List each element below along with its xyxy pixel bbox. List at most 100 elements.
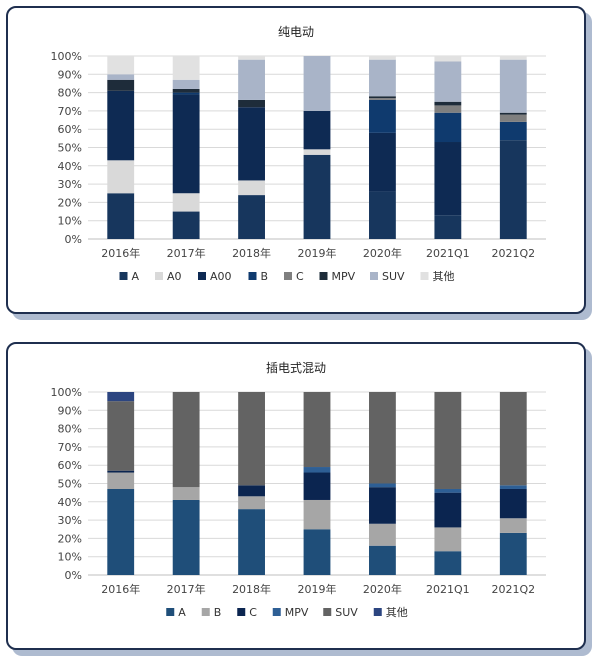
- bar-segment-2: [172, 487, 200, 500]
- bar-segment-1: [107, 488, 135, 575]
- bar-segment-1: [434, 551, 462, 575]
- bar-segment-2: [303, 149, 331, 155]
- y-tick-label: 40%: [58, 496, 82, 509]
- legend-swatch: [155, 272, 163, 280]
- x-tick-label: 2019年: [298, 246, 337, 260]
- y-tick-label: 10%: [58, 215, 82, 228]
- bar-segment-1: [499, 140, 527, 239]
- x-tick-label: 2016年: [101, 246, 140, 260]
- legend-swatch: [248, 272, 257, 280]
- legend-label: 其他: [386, 606, 408, 619]
- bar-segment-8: [434, 56, 462, 62]
- legend-swatch: [201, 608, 210, 616]
- x-tick-label: 2016年: [101, 582, 140, 596]
- legend-label: A0: [167, 270, 182, 283]
- x-tick-label: 2021Q1: [426, 247, 470, 260]
- bar-segment-3: [107, 90, 135, 161]
- bar-segment-8: [238, 56, 265, 60]
- bar-segment-1: [172, 211, 200, 239]
- bar-segment-6: [369, 96, 396, 99]
- bev-chart: 纯电动 0% 10% 20% 30% 40% 50% 60% 70% 80% 90% 100% 2016…: [51, 25, 546, 283]
- bar-segment-1: [369, 191, 396, 239]
- bar-segment-2: [107, 472, 135, 489]
- y-tick-label: 70%: [58, 441, 82, 454]
- bar-segment-1: [107, 193, 135, 239]
- bar-segment-1: [369, 545, 396, 575]
- bar-segment-5: [499, 392, 527, 486]
- bar-segment-5: [107, 401, 135, 471]
- legend-swatch: [198, 272, 206, 280]
- legend-label: MPV: [285, 606, 309, 619]
- bar-segment-5: [238, 392, 265, 486]
- legend-swatch: [323, 608, 332, 616]
- x-tick-label: 2021Q2: [491, 247, 535, 260]
- bar-segment-4: [434, 488, 462, 493]
- y-tick-label: 90%: [58, 68, 82, 81]
- x-tick-label: 2018年: [232, 582, 271, 596]
- bar-segment-2: [303, 499, 331, 530]
- bar-segment-4: [303, 467, 331, 473]
- legend-swatch: [119, 272, 128, 280]
- y-tick-label: 50%: [58, 142, 82, 155]
- bar-segment-8: [369, 56, 396, 60]
- bar-segment-3: [238, 485, 265, 497]
- x-tick-label: 2019年: [298, 582, 337, 596]
- legend-label: B: [261, 270, 269, 283]
- bar-segment-3: [434, 142, 462, 216]
- bar-segment-4: [369, 483, 396, 488]
- bar-segment-8: [107, 56, 135, 75]
- bar-segment-4: [499, 485, 527, 489]
- legend-label: C: [296, 270, 304, 283]
- y-tick-label: 0%: [65, 569, 82, 582]
- y-tick-label: 60%: [58, 459, 82, 472]
- phev-chart: 插电式混动 0% 10% 20% 30% 40% 50% 60% 70% 80% 90% 100% 20…: [51, 361, 546, 619]
- bar-segment-1: [434, 215, 462, 239]
- bar-segment-5: [434, 105, 462, 113]
- legend-label: MPV: [332, 270, 356, 283]
- y-tick-label: 20%: [58, 532, 82, 545]
- legend-label: A00: [210, 270, 232, 283]
- bar-segment-2: [499, 518, 527, 533]
- bar-segment-8: [499, 56, 527, 60]
- legend-label: SUV: [335, 606, 358, 619]
- bar-segment-1: [303, 529, 331, 575]
- bar-segment-6: [107, 79, 135, 91]
- bar-segment-6: [434, 101, 462, 106]
- legend-swatch: [420, 272, 429, 280]
- bar-segment-6: [107, 392, 135, 402]
- bar-segment-2: [172, 193, 200, 212]
- x-tick-label: 2017年: [167, 582, 206, 596]
- legend-label: C: [249, 606, 257, 619]
- bar-segment-1: [238, 195, 265, 239]
- phev-chart-panel: 插电式混动 0% 10% 20% 30% 40% 50% 60% 70% 80% 90% 100% 20…: [6, 342, 586, 650]
- bar-segment-3: [434, 492, 462, 528]
- bar-segment-5: [499, 114, 527, 122]
- y-tick-label: 100%: [51, 50, 82, 63]
- bar-segment-1: [499, 532, 527, 575]
- bar-segment-5: [303, 392, 331, 468]
- y-tick-label: 30%: [58, 178, 82, 191]
- legend-label: SUV: [382, 270, 405, 283]
- legend-label: A: [178, 606, 186, 619]
- legend-label: 其他: [433, 270, 455, 283]
- legend-swatch: [237, 608, 246, 616]
- chart-title: 纯电动: [278, 25, 314, 39]
- bar-segment-6: [172, 88, 200, 93]
- x-tick-label: 2021Q2: [491, 583, 535, 596]
- bar-segment-4: [369, 99, 396, 133]
- bar-segment-3: [303, 110, 331, 150]
- bar-segment-5: [369, 392, 396, 484]
- bar-segment-2: [369, 523, 396, 546]
- bar-segment-5: [434, 392, 462, 489]
- bar-segment-7: [434, 61, 462, 102]
- y-tick-label: 60%: [58, 123, 82, 136]
- y-tick-label: 0%: [65, 233, 82, 246]
- bar-segment-3: [369, 487, 396, 524]
- bar-segment-1: [238, 509, 265, 575]
- bar-segment-1: [172, 499, 200, 575]
- legend-swatch: [319, 272, 328, 280]
- bar-segment-3: [238, 107, 265, 181]
- legend-swatch: [370, 272, 378, 280]
- x-tick-label: 2021Q1: [426, 583, 470, 596]
- x-tick-label: 2018年: [232, 246, 271, 260]
